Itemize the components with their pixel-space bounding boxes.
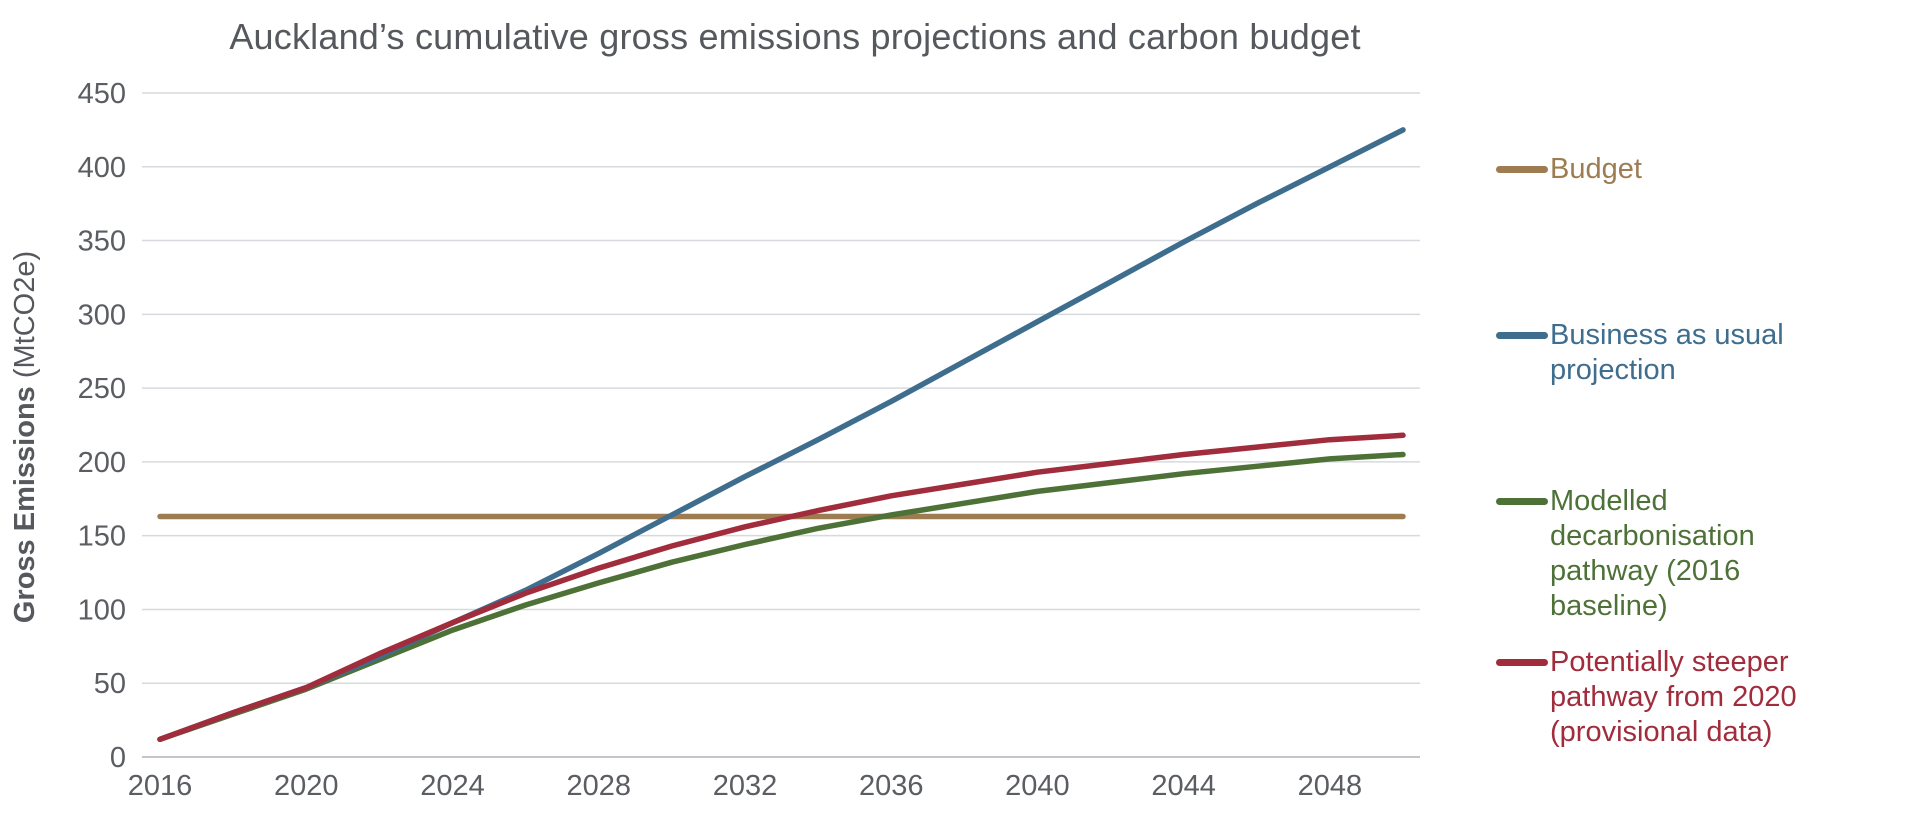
y-tick-label-400: 400 [78,152,126,184]
legend-swatch-budget [1496,166,1548,173]
legend-item-bau: Business as usual projection [1496,318,1818,388]
y-axis-title: Gross Emissions (MtCO2e) [9,251,41,623]
y-tick-label-50: 50 [94,668,126,700]
y-tick-label-250: 250 [78,373,126,405]
legend-swatch-steeper [1496,659,1548,666]
y-tick-label-100: 100 [78,594,126,626]
series-line-modelled [157,451,1406,743]
y-tick-label-450: 450 [78,78,126,110]
series-line-steeper [157,432,1406,743]
y-tick-label-200: 200 [78,447,126,479]
y-tick-label-350: 350 [78,226,126,258]
legend-label-budget: Budget [1550,153,1642,185]
legend-item-budget: Budget [1496,152,1642,187]
x-tick-label-2028: 2028 [566,770,631,802]
legend-label-steeper: Potentially steeper pathway from 2020 (p… [1550,646,1797,748]
legend-item-steeper: Potentially steeper pathway from 2020 (p… [1496,645,1818,750]
legend-swatch-modelled [1496,498,1548,505]
x-tick-label-2032: 2032 [713,770,778,802]
x-tick-label-2020: 2020 [274,770,339,802]
legend: Budget Business as usual projection Modell… [1496,0,1906,823]
x-tick-label-2036: 2036 [859,770,924,802]
y-tick-label-0: 0 [110,742,126,774]
chart-title: Auckland’s cumulative gross emissions pr… [229,16,1361,57]
y-tick-label-150: 150 [78,521,126,553]
x-tick-label-2048: 2048 [1298,770,1363,802]
series-line-bau [157,127,1406,743]
legend-item-modelled: Modelled decarbonisation pathway (2016 b… [1496,484,1818,624]
x-tick-label-2016: 2016 [128,770,193,802]
legend-label-bau: Business as usual projection [1550,319,1784,386]
x-tick-label-2040: 2040 [1005,770,1070,802]
x-tick-label-2044: 2044 [1151,770,1216,802]
x-tick-label-2024: 2024 [420,770,485,802]
legend-swatch-bau [1496,332,1548,339]
y-tick-label-300: 300 [78,299,126,331]
legend-label-modelled: Modelled decarbonisation pathway (2016 b… [1550,485,1755,622]
